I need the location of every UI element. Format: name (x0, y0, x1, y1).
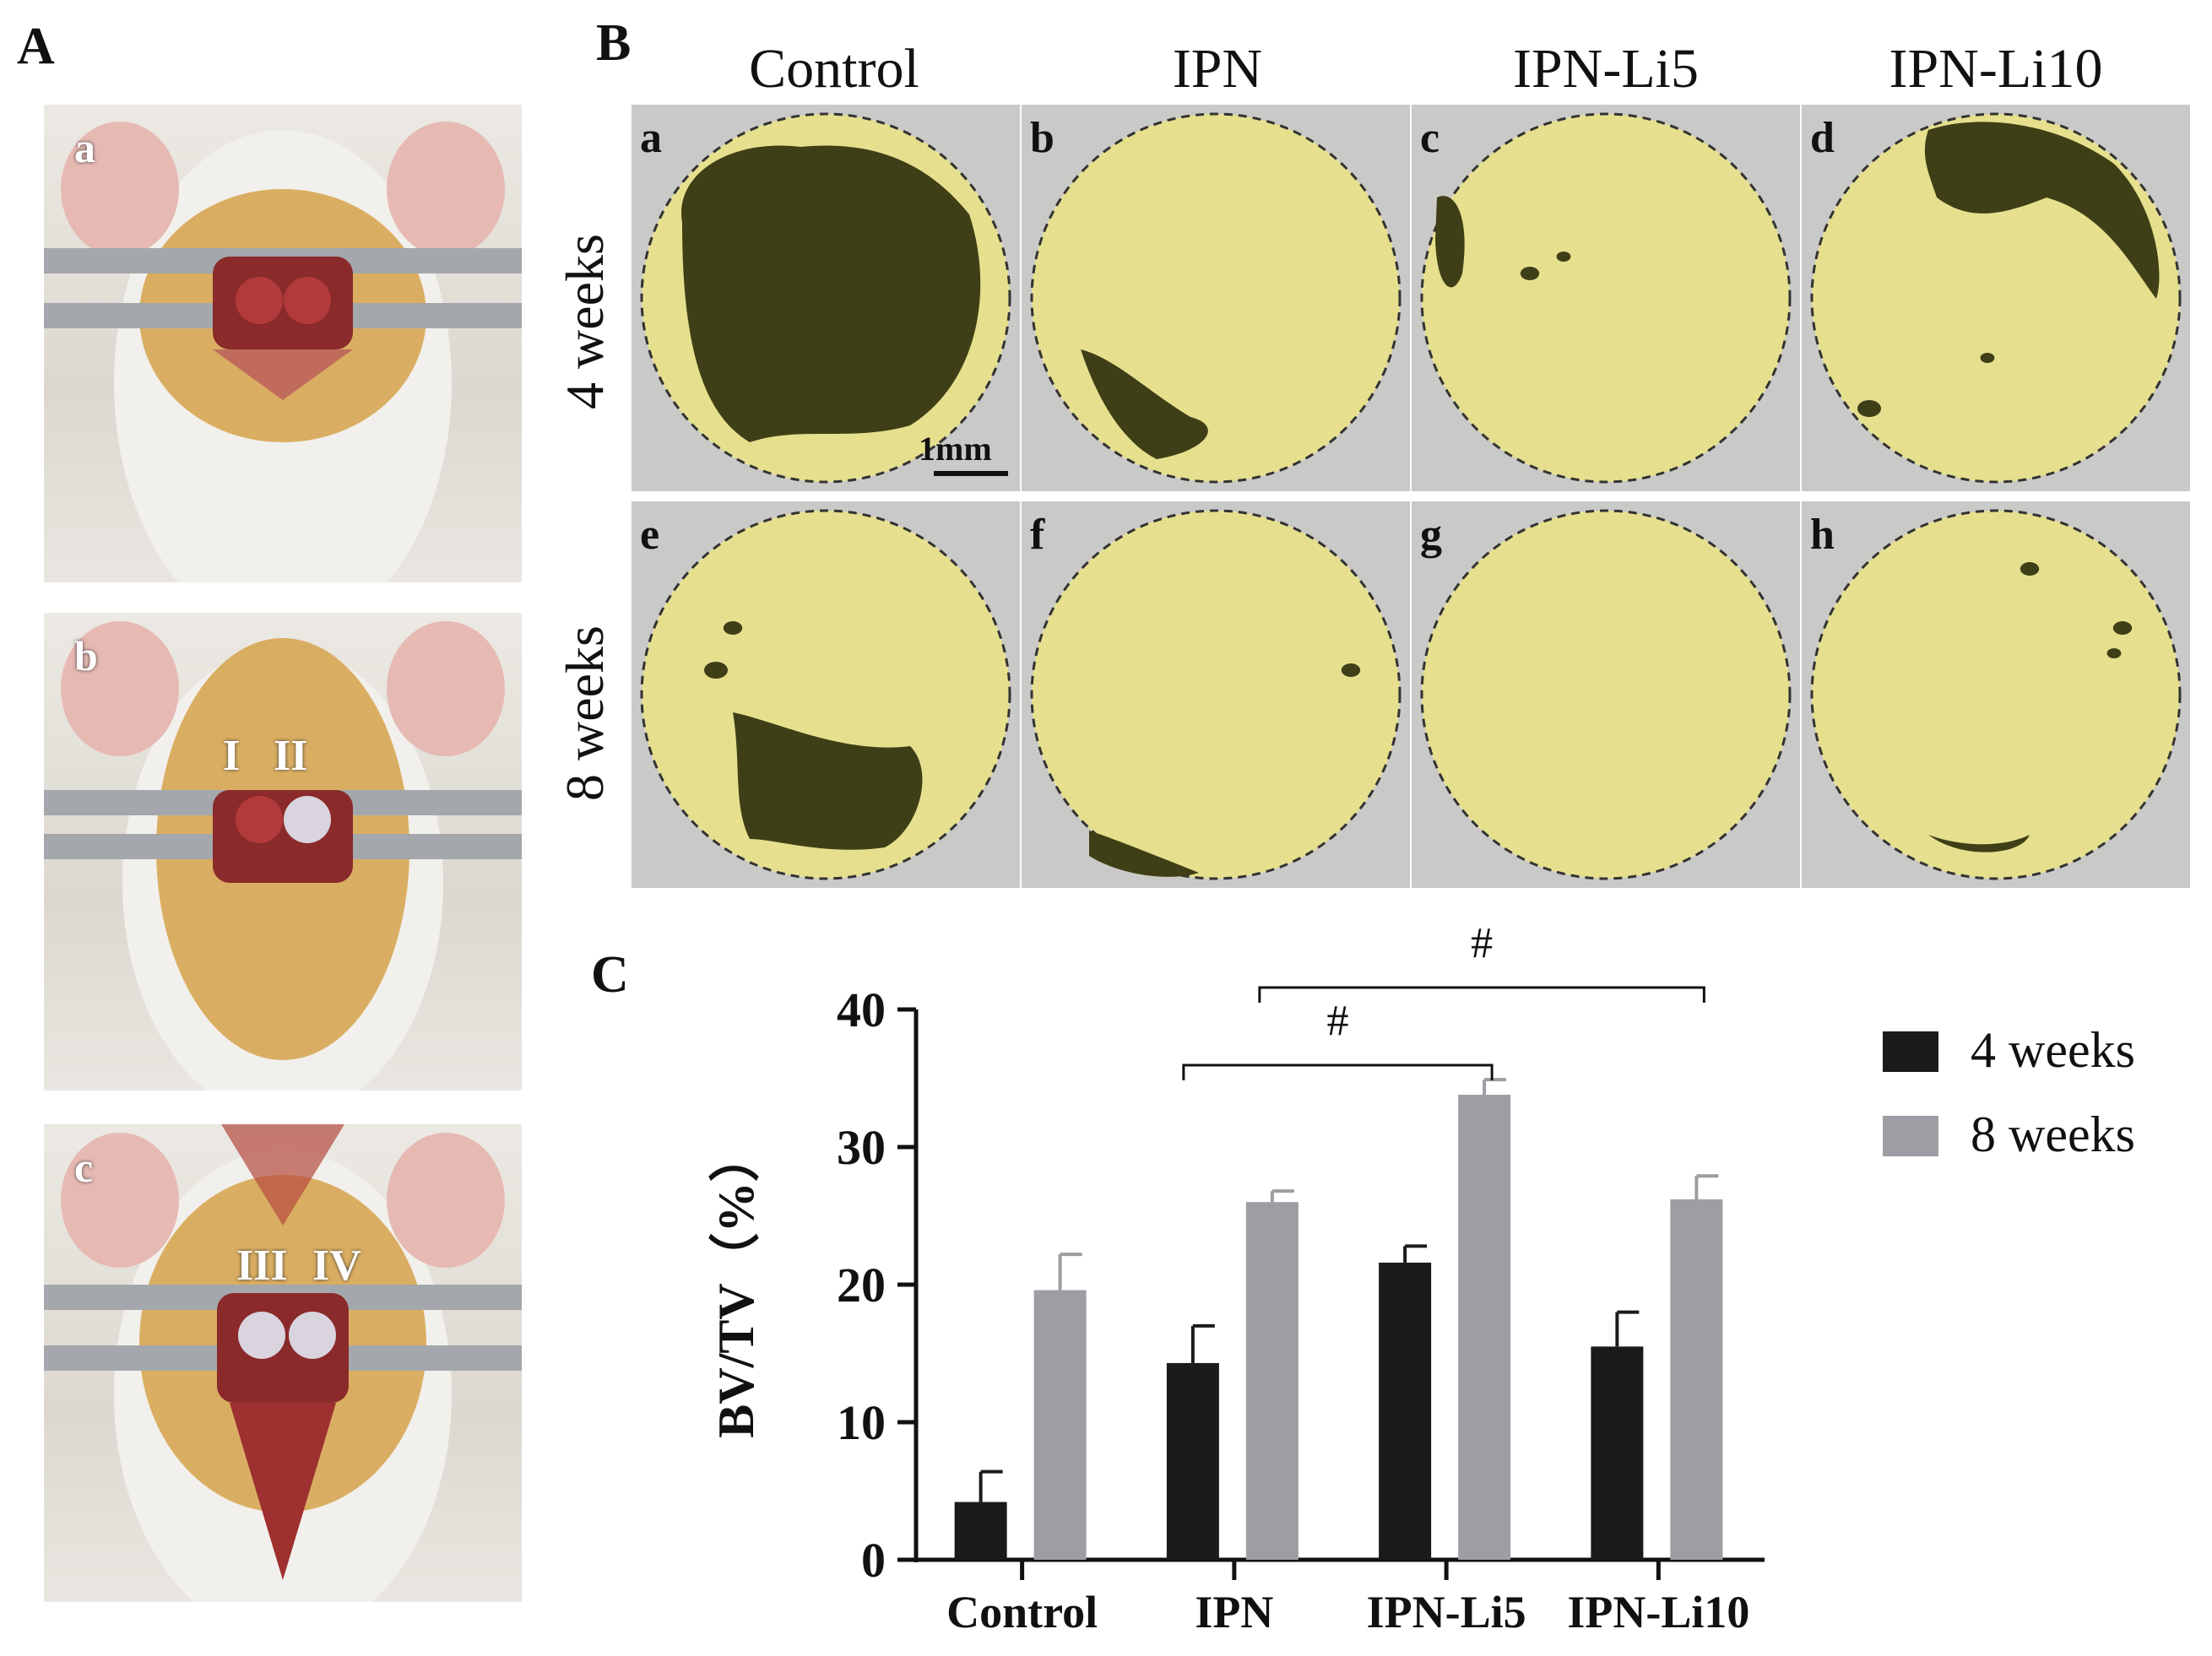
micro-ct-cell-label: d (1810, 114, 1835, 162)
micro-ct-image-a (640, 112, 1011, 484)
small-defect-spot (2106, 648, 2122, 658)
surgery-photo-a: a (44, 105, 522, 582)
legend-swatch-8-weeks (1883, 1116, 1938, 1156)
photo-label-b: b (74, 632, 98, 679)
y-tick-label: 20 (837, 1258, 886, 1312)
y-tick-label: 0 (861, 1533, 886, 1588)
row-header-4-weeks: 4 weeks (555, 234, 615, 409)
surgery-photo-b: b I II (44, 613, 522, 1090)
x-tick-label: IPN-Li5 (1367, 1587, 1526, 1637)
unhealed-defect-area (1924, 122, 2160, 299)
micro-ct-cell-a: a (632, 105, 1020, 491)
rat-head-photo-illustration (44, 621, 522, 1090)
defect-region-outline (1420, 509, 1792, 880)
defect-label-i: I (223, 732, 241, 780)
micro-ct-image-f (1030, 509, 1401, 880)
defect-region-outline (1420, 112, 1792, 484)
micro-ct-cell-label: h (1810, 511, 1835, 559)
small-defect-spot (1980, 353, 1995, 363)
bar-4-weeks-IPN-Li5 (1379, 1262, 1432, 1560)
bar-8-weeks-IPN-Li5 (1458, 1095, 1511, 1560)
small-defect-spot (704, 662, 728, 679)
small-defect-spot (2112, 621, 2133, 635)
column-header-ipn-li5: IPN-Li5 (1513, 38, 1699, 100)
rat-head-photo-illustration (44, 1124, 522, 1602)
column-header-ipn-li10: IPN-Li10 (1889, 38, 2103, 100)
y-tick-label: 40 (837, 982, 886, 1037)
unhealed-defect-area (1081, 349, 1208, 459)
bar-8-weeks-IPN-Li10 (1670, 1199, 1723, 1560)
y-tick-label: 30 (837, 1120, 886, 1175)
unhealed-defect-area (1435, 196, 1465, 288)
small-defect-spot (2020, 562, 2040, 576)
panel-c-letter: C (591, 946, 629, 1004)
micro-ct-cell-e: e (632, 501, 1020, 888)
bar-4-weeks-Control (954, 1502, 1007, 1560)
row-header-8-weeks: 8 weeks (555, 625, 615, 801)
micro-ct-cell-f: f (1022, 501, 1410, 888)
panel-b-letter: B (596, 14, 632, 72)
bar-8-weeks-IPN (1245, 1202, 1298, 1560)
bar-4-weeks-IPN (1166, 1362, 1219, 1560)
column-header-ipn: IPN (1172, 38, 1263, 100)
bar-4-weeks-IPN-Li10 (1591, 1346, 1644, 1560)
unhealed-defect-area (681, 145, 981, 442)
legend-label-8-weeks: 8 weeks (1971, 1107, 2135, 1162)
micro-ct-cell-label: g (1420, 511, 1442, 559)
micro-ct-cell-label: c (1420, 114, 1440, 162)
micro-ct-cell-d: d (1802, 105, 2190, 491)
micro-ct-image-b (1030, 112, 1401, 484)
micro-ct-image-c (1420, 112, 1792, 484)
micro-ct-cell-label: f (1030, 511, 1045, 559)
column-header-control: Control (749, 38, 919, 100)
unhealed-defect-area (1928, 835, 2030, 852)
defect-region-outline (1030, 112, 1401, 484)
small-defect-spot (1520, 267, 1540, 280)
defect-label-ii: II (274, 732, 308, 780)
unhealed-defect-area (733, 712, 923, 850)
x-tick-label: IPN-Li10 (1567, 1587, 1749, 1637)
micro-ct-cell-label: e (640, 511, 660, 559)
photo-label-c: c (74, 1144, 94, 1191)
micro-ct-cell-g: g (1412, 501, 1800, 888)
rat-head-photo-illustration (44, 122, 522, 582)
unhealed-defect-area (1089, 831, 1199, 877)
small-defect-spot (723, 621, 743, 635)
small-defect-spot (1857, 400, 1881, 417)
legend-label-4-weeks: 4 weeks (1971, 1022, 2135, 1078)
micro-ct-cell-c: c (1412, 105, 1800, 491)
micro-ct-image-e (640, 509, 1011, 880)
micro-ct-image-d (1810, 112, 2182, 484)
x-tick-label: IPN (1195, 1587, 1273, 1637)
micro-ct-cell-label: b (1030, 114, 1054, 162)
photo-label-a: a (74, 124, 95, 171)
y-tick-label: 10 (837, 1395, 886, 1450)
defect-region-outline (1810, 509, 2182, 880)
defect-label-iii: III (236, 1242, 288, 1290)
significance-bracket (1258, 986, 1705, 1003)
surgery-photo-c: c III IV (44, 1124, 522, 1602)
micro-ct-image-h (1810, 509, 2182, 880)
panel-a-letter: A (17, 18, 55, 75)
significance-bracket (1182, 1063, 1494, 1080)
defect-region-outline (1030, 509, 1401, 880)
y-axis-label: BV/TV（%） (708, 1131, 764, 1437)
legend-swatch-4-weeks (1883, 1031, 1938, 1072)
micro-ct-cell-b: b (1022, 105, 1410, 491)
small-defect-spot (1556, 252, 1571, 262)
micro-ct-cell-h: h (1802, 501, 2190, 888)
bar-8-weeks-Control (1033, 1290, 1087, 1560)
significance-marker: # (1471, 919, 1493, 967)
x-tick-label: Control (946, 1587, 1098, 1637)
significance-marker: # (1327, 997, 1349, 1045)
small-defect-spot (1341, 663, 1361, 677)
scale-bar (934, 471, 1008, 476)
scale-bar-label: 1mm (919, 430, 992, 468)
micro-ct-cell-label: a (640, 114, 662, 162)
defect-label-iv: IV (312, 1242, 361, 1290)
micro-ct-image-g (1420, 509, 1792, 880)
